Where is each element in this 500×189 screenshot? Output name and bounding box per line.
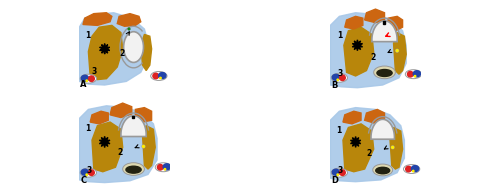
Polygon shape	[100, 136, 110, 148]
Polygon shape	[121, 116, 146, 136]
Ellipse shape	[340, 170, 345, 175]
Polygon shape	[88, 25, 122, 80]
Polygon shape	[141, 34, 152, 70]
Ellipse shape	[88, 170, 94, 175]
Polygon shape	[92, 122, 122, 172]
Polygon shape	[344, 27, 374, 76]
Polygon shape	[345, 16, 363, 29]
Polygon shape	[372, 21, 397, 42]
Ellipse shape	[373, 164, 392, 176]
Ellipse shape	[377, 70, 392, 77]
Ellipse shape	[163, 164, 170, 170]
Text: B: B	[331, 81, 338, 90]
Ellipse shape	[408, 71, 413, 77]
Text: A: A	[80, 80, 86, 89]
Ellipse shape	[337, 174, 338, 175]
Text: 2: 2	[119, 49, 124, 58]
Ellipse shape	[86, 174, 88, 175]
Text: 3: 3	[338, 166, 343, 175]
Polygon shape	[80, 106, 157, 183]
Polygon shape	[330, 108, 404, 182]
Ellipse shape	[406, 70, 421, 79]
Polygon shape	[142, 126, 155, 169]
Ellipse shape	[126, 166, 141, 173]
Text: 2: 2	[366, 149, 372, 158]
Ellipse shape	[340, 75, 345, 81]
Ellipse shape	[142, 146, 144, 147]
Ellipse shape	[404, 165, 420, 174]
Ellipse shape	[150, 71, 167, 81]
Polygon shape	[352, 40, 362, 51]
Ellipse shape	[374, 66, 396, 79]
Ellipse shape	[376, 167, 390, 174]
Ellipse shape	[122, 163, 144, 175]
Text: 1: 1	[85, 124, 90, 133]
Polygon shape	[364, 109, 384, 123]
Polygon shape	[118, 14, 141, 26]
Polygon shape	[83, 13, 112, 25]
Polygon shape	[364, 9, 384, 23]
Bar	[132, 116, 134, 119]
Text: D: D	[331, 176, 338, 185]
Ellipse shape	[128, 28, 130, 30]
Polygon shape	[80, 13, 148, 85]
Ellipse shape	[412, 166, 418, 172]
Ellipse shape	[142, 145, 145, 148]
Ellipse shape	[158, 73, 166, 79]
Ellipse shape	[88, 76, 94, 81]
Text: 1: 1	[85, 31, 90, 40]
Ellipse shape	[124, 32, 144, 62]
Text: 2: 2	[370, 53, 376, 62]
Ellipse shape	[155, 163, 172, 172]
Text: 2: 2	[118, 149, 122, 157]
Ellipse shape	[153, 73, 158, 79]
Ellipse shape	[332, 74, 340, 81]
Text: 3: 3	[86, 166, 92, 175]
Polygon shape	[343, 124, 374, 172]
Polygon shape	[90, 111, 108, 124]
Ellipse shape	[80, 168, 96, 177]
Polygon shape	[388, 16, 402, 31]
Bar	[383, 21, 385, 24]
Polygon shape	[371, 119, 394, 139]
Ellipse shape	[82, 75, 88, 81]
Polygon shape	[390, 127, 402, 169]
Text: C: C	[80, 176, 86, 185]
Polygon shape	[330, 13, 406, 88]
Ellipse shape	[392, 146, 394, 148]
Ellipse shape	[331, 73, 347, 82]
Ellipse shape	[86, 80, 88, 81]
Text: 1: 1	[336, 126, 341, 135]
Text: 3: 3	[92, 67, 97, 76]
Ellipse shape	[396, 49, 398, 52]
Ellipse shape	[392, 146, 394, 149]
Ellipse shape	[412, 170, 414, 172]
Ellipse shape	[80, 74, 96, 83]
Polygon shape	[136, 108, 152, 122]
Text: 1: 1	[338, 31, 343, 40]
Ellipse shape	[160, 77, 161, 79]
Ellipse shape	[158, 164, 163, 170]
Ellipse shape	[414, 75, 416, 77]
Ellipse shape	[82, 169, 88, 175]
Ellipse shape	[396, 50, 398, 52]
Ellipse shape	[413, 71, 420, 77]
Polygon shape	[394, 33, 406, 74]
Text: 3: 3	[338, 69, 343, 78]
Ellipse shape	[164, 169, 166, 170]
Ellipse shape	[337, 79, 338, 81]
Ellipse shape	[332, 169, 340, 175]
Ellipse shape	[406, 166, 411, 172]
Polygon shape	[100, 44, 110, 54]
Polygon shape	[343, 111, 361, 124]
Ellipse shape	[331, 168, 347, 177]
Polygon shape	[350, 136, 361, 147]
Polygon shape	[110, 103, 132, 118]
